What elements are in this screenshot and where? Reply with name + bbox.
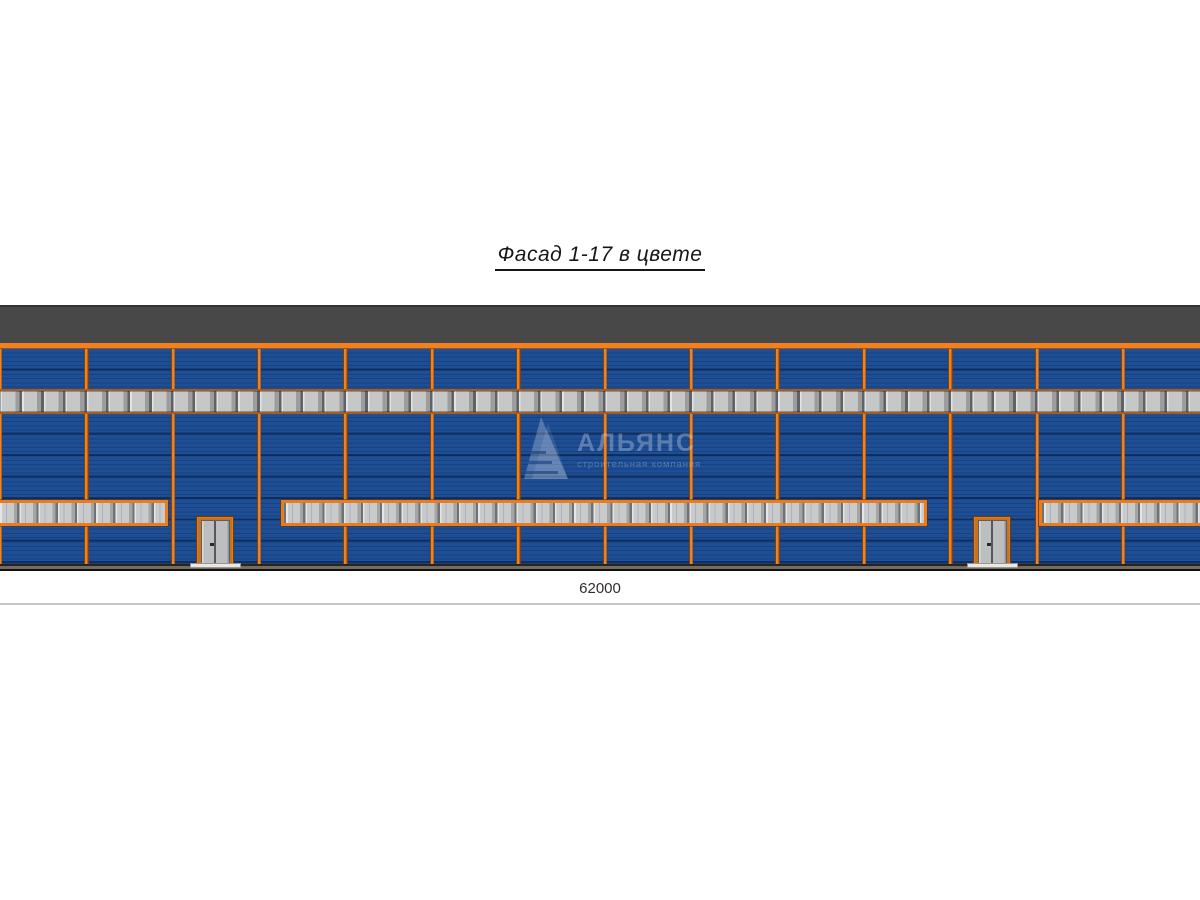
column-trim: [688, 348, 694, 564]
sail-logo-icon: [524, 416, 568, 479]
wall-panels: АЛЬЯНС строительная компания: [0, 348, 1200, 564]
watermark: АЛЬЯНС строительная компания: [524, 416, 701, 479]
column-trim: [170, 348, 176, 564]
column-trim: [948, 348, 953, 564]
column-trim: [602, 348, 608, 564]
dimension-label: 62000: [579, 580, 621, 597]
eave-trim: [0, 343, 1200, 349]
door-handle-icon: [210, 543, 214, 547]
entrance-door: [196, 515, 234, 564]
column-trim: [861, 348, 867, 564]
door-sill: [966, 563, 1018, 568]
column-trim: [256, 348, 262, 564]
column-trim: [516, 348, 521, 564]
lower-ribbon-window: [1038, 498, 1200, 527]
title-row: Фасад 1-17 в цвете: [0, 243, 1200, 271]
lower-ribbon-window: [0, 498, 169, 527]
door-leaves: [977, 520, 1007, 564]
upper-ribbon-window: [0, 388, 1200, 414]
watermark-company-name: АЛЬЯНС: [577, 428, 696, 457]
column-trim: [429, 348, 435, 564]
dimension-line: [0, 603, 1200, 605]
entrance-door: [973, 515, 1011, 564]
column-trim: [1034, 348, 1040, 564]
drawing-title: Фасад 1-17 в цвете: [494, 243, 706, 271]
roof-parapet-band: [0, 305, 1200, 343]
ground-base-line: [0, 563, 1200, 571]
column-trim: [1120, 348, 1126, 564]
lower-ribbon-window: [280, 498, 928, 527]
column-trim: [84, 348, 89, 564]
column-trim: [0, 348, 3, 564]
door-handle-icon: [987, 543, 991, 547]
column-trim: [343, 348, 348, 564]
door-leaves: [200, 520, 230, 564]
watermark-company-subtitle: строительная компания: [577, 458, 702, 470]
facade-elevation: АЛЬЯНС строительная компания: [0, 305, 1200, 571]
door-sill: [189, 563, 241, 568]
column-trim: [775, 348, 780, 564]
watermark-text: АЛЬЯНС строительная компания: [577, 430, 701, 479]
